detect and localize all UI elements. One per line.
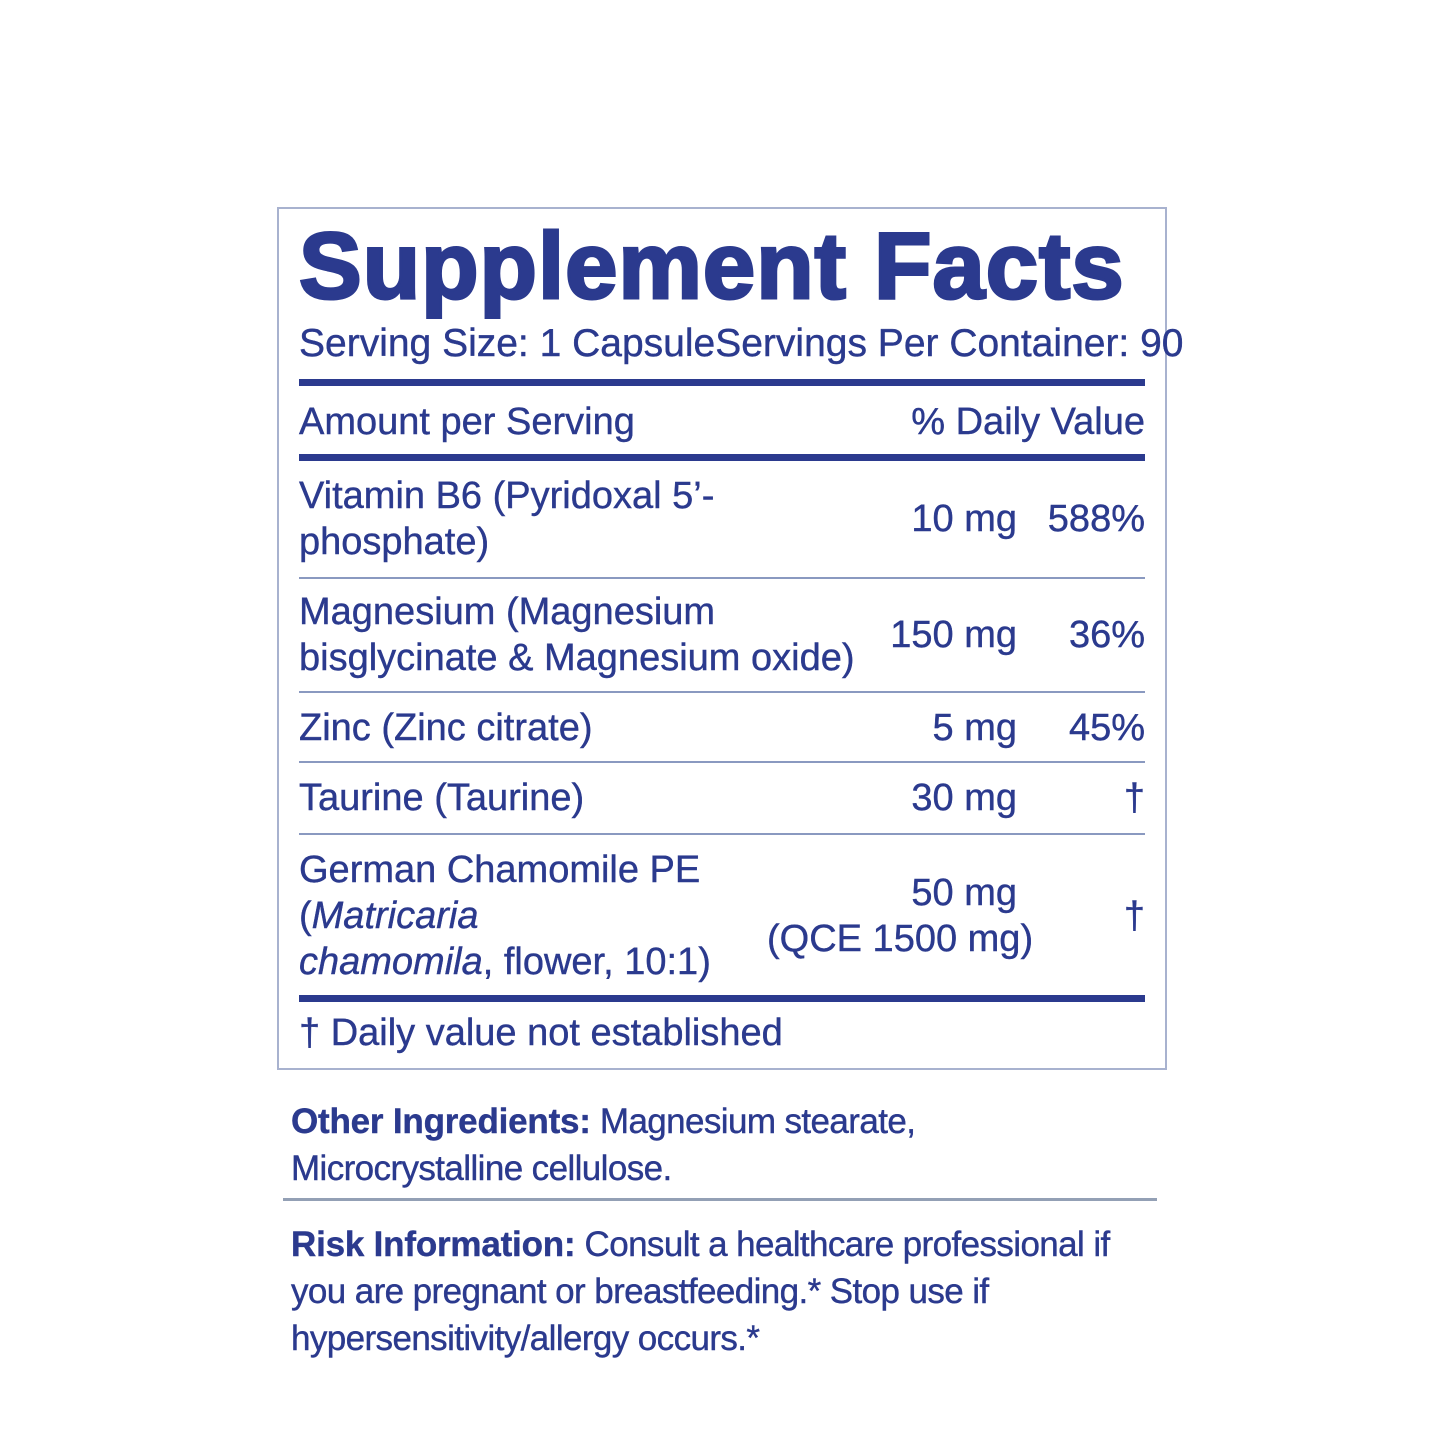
- name-latin-part: chamomila: [299, 941, 483, 983]
- risk-information-label: Risk Information:: [291, 1225, 576, 1264]
- nutrient-name-line2: bisglycinate & Magnesium oxide): [299, 637, 855, 679]
- nutrient-name: German Chamomile PE (Matricaria chamomil…: [299, 847, 767, 985]
- panel-title: Supplement Facts: [298, 213, 1126, 318]
- name-regular-part: , flower, 10:1): [482, 941, 712, 983]
- nutrient-name: Vitamin B6 (Pyridoxal 5’-phosphate): [299, 475, 715, 563]
- nutrient-name: Zinc (Zinc citrate): [299, 707, 593, 749]
- nutrient-amount: 30 mg: [911, 777, 1017, 819]
- amount-per-serving-header: Amount per Serving: [299, 401, 635, 443]
- nutrient-daily-value: 45%: [1068, 707, 1145, 749]
- nutrient-amount: 5 mg: [932, 707, 1017, 749]
- nutrient-row-vitamin-b6: Vitamin B6 (Pyridoxal 5’-phosphate) 10 m…: [299, 461, 1145, 579]
- name-latin-part: Matricaria: [311, 895, 479, 937]
- nutrient-name: Magnesium (Magnesium bisglycinate & Magn…: [299, 589, 857, 681]
- serving-row: Serving Size: 1 Capsule Servings Per Con…: [299, 321, 1184, 367]
- servings-per-container-text: Servings Per Container: 90: [715, 322, 1184, 365]
- nutrient-dagger: †: [1123, 895, 1146, 937]
- nutrient-row-german-chamomile: German Chamomile PE (Matricaria chamomil…: [299, 835, 1145, 995]
- nutrient-amount: 150 mg: [890, 614, 1017, 656]
- name-regular-part: German Chamomile PE (: [299, 849, 701, 937]
- serving-size-text: Serving Size: 1 Capsule: [299, 322, 716, 365]
- label-content: Supplement Facts Serving Size: 1 Capsule…: [277, 207, 1184, 1362]
- other-ingredients-label: Other Ingredients:: [291, 1102, 591, 1141]
- nutrient-name: Taurine (Taurine): [299, 777, 585, 819]
- nutrient-row-magnesium: Magnesium (Magnesium bisglycinate & Magn…: [299, 579, 1145, 693]
- daily-value-footnote: † Daily value not established: [299, 1012, 783, 1054]
- amount-value: 50 mg: [911, 872, 1017, 914]
- amount-qce-value: (QCE 1500 mg): [767, 918, 1034, 960]
- thick-rule-bottom: [299, 995, 1145, 1002]
- nutrient-daily-value: 36%: [1068, 614, 1145, 656]
- nutrient-daily-value: 588%: [1047, 498, 1146, 540]
- nutrient-dagger: †: [1123, 777, 1146, 819]
- nutrient-name-line1: German Chamomile PE (Matricaria: [299, 847, 767, 939]
- nutrient-name-line2: chamomila, flower, 10:1): [299, 939, 767, 985]
- nutrient-row-taurine: Taurine (Taurine) 30 mg †: [299, 763, 1145, 835]
- nutrient-amount: 50 mg (QCE 1500 mg): [767, 870, 1034, 962]
- risk-information-paragraph: Risk Information: Consult a healthcare p…: [291, 1221, 1153, 1362]
- thick-rule-header: [299, 454, 1145, 461]
- section-separator-line: [283, 1198, 1157, 1201]
- nutrient-amount: 10 mg: [911, 498, 1017, 540]
- table-header-row: Amount per Serving % Daily Value: [299, 400, 1145, 444]
- daily-value-header: % Daily Value: [911, 401, 1145, 443]
- risk-information-text: Consult a healthcare professional if you…: [291, 1225, 1111, 1358]
- nutrient-name-line1: Magnesium (Magnesium: [299, 591, 716, 633]
- thick-rule-top: [299, 379, 1145, 386]
- supplement-facts-panel: Supplement Facts Serving Size: 1 Capsule…: [277, 207, 1184, 1070]
- other-ingredients-paragraph: Other Ingredients: Magnesium stearate, M…: [291, 1098, 1153, 1192]
- nutrient-row-zinc: Zinc (Zinc citrate) 5 mg 45%: [299, 693, 1145, 763]
- other-ingredients-text: Magnesium stearate, Microcrystalline cel…: [291, 1102, 916, 1188]
